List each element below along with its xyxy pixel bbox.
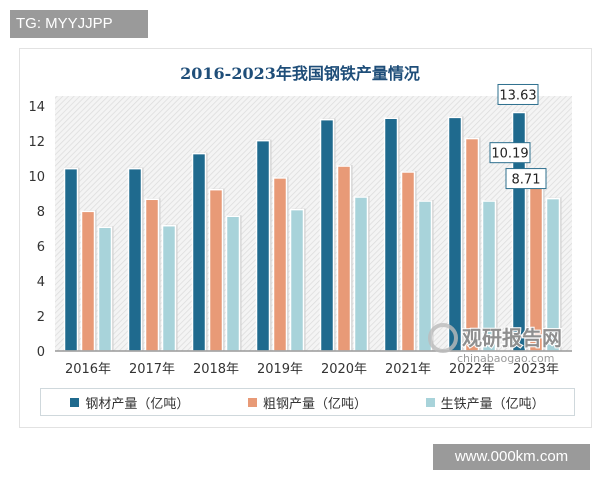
data-label: 13.63 [497, 83, 539, 105]
bar [353, 196, 369, 352]
bar [417, 200, 433, 352]
bar [289, 208, 305, 352]
x-tick-label: 2017年 [129, 362, 175, 377]
bar [255, 139, 271, 352]
bar [161, 224, 177, 352]
y-tick-label: 8 [37, 205, 45, 220]
y-tick-label: 4 [37, 275, 45, 290]
y-tick-label: 0 [37, 345, 45, 360]
bar [63, 167, 79, 352]
legend-swatch [425, 397, 435, 407]
x-tick-label: 2020年 [321, 362, 367, 377]
watermark-logo: 观研报告网 chinabaogao.com [428, 323, 563, 366]
svg-text:8.71: 8.71 [512, 173, 541, 188]
watermark-en: chinabaogao.com [457, 352, 555, 365]
legend: 钢材产量（亿吨） 粗钢产量（亿吨） 生铁产量（亿吨） [40, 388, 575, 416]
x-tick-label: 2021年 [385, 362, 431, 377]
legend-swatch [70, 397, 80, 407]
legend-label: 生铁产量（亿吨） [440, 396, 545, 412]
top-badge: TG: MYYJJPP [10, 10, 148, 38]
bar [528, 171, 544, 352]
x-tick-label: 2018年 [193, 362, 239, 377]
svg-text:13.63: 13.63 [499, 88, 536, 103]
bar [464, 137, 480, 352]
x-tick-label: 2019年 [257, 362, 303, 377]
bottom-badge: www.000km.com [433, 444, 590, 470]
x-tick-label: 2023年 [513, 362, 559, 377]
bar [383, 117, 399, 352]
bar [97, 226, 113, 352]
x-tick-label: 2022年 [449, 362, 495, 377]
y-tick-label: 6 [37, 240, 45, 255]
watermark-cn: 观研报告网 [462, 326, 562, 350]
legend-item: 钢材产量（亿吨） [70, 393, 189, 412]
bar [447, 116, 463, 352]
data-label: 10.19 [489, 142, 531, 164]
legend-swatch [247, 397, 257, 407]
bar [191, 152, 207, 352]
y-tick-label: 2 [37, 310, 45, 325]
svg-text:10.19: 10.19 [491, 147, 528, 162]
legend-item: 生铁产量（亿吨） [425, 393, 545, 412]
legend-label: 钢材产量（亿吨） [85, 396, 190, 412]
y-tick-label: 10 [28, 170, 45, 185]
bar [272, 177, 288, 352]
bar [319, 118, 335, 352]
y-tick-label: 12 [28, 135, 45, 150]
bar [208, 188, 224, 352]
legend-item: 粗钢产量（亿吨） [247, 393, 367, 412]
x-tick-label: 2016年 [65, 362, 111, 377]
bar [127, 167, 143, 352]
y-tick-label: 14 [28, 100, 45, 115]
bar [400, 171, 416, 352]
bar [144, 198, 160, 352]
bar [336, 165, 352, 352]
bar [225, 215, 241, 352]
bar [80, 210, 96, 352]
data-label: 8.71 [505, 168, 547, 190]
chart-title: 2016-2023年我国钢铁产量情况 [180, 64, 420, 83]
legend-label: 粗钢产量（亿吨） [262, 396, 367, 412]
